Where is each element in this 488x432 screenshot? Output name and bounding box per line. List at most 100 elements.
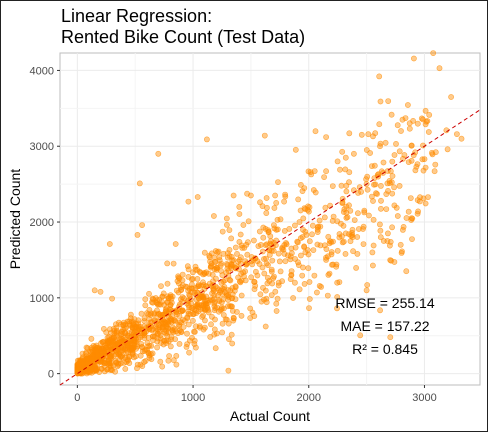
data-point (144, 339, 151, 346)
data-point (232, 296, 239, 303)
data-point (186, 337, 193, 344)
data-point (393, 140, 399, 147)
data-point (238, 292, 245, 299)
data-point (273, 300, 280, 307)
data-point (358, 188, 364, 195)
data-point (178, 296, 184, 303)
data-point (164, 280, 171, 287)
data-point (275, 179, 281, 185)
data-point (364, 186, 371, 193)
data-point (312, 128, 319, 135)
data-point (317, 242, 324, 249)
data-point (353, 264, 359, 271)
y-tick-label: 0 (48, 369, 54, 381)
data-point (292, 244, 299, 251)
data-point (184, 300, 190, 307)
data-point (237, 231, 244, 238)
data-point (224, 250, 231, 256)
data-point (88, 335, 95, 342)
data-point (261, 270, 268, 277)
data-point (419, 156, 426, 163)
data-point (127, 311, 134, 318)
data-point (146, 290, 152, 297)
data-point (120, 326, 126, 333)
data-point (271, 225, 278, 232)
data-point (157, 301, 164, 308)
data-point (423, 118, 430, 125)
data-point (210, 213, 217, 219)
data-point (273, 199, 280, 206)
data-point (106, 343, 113, 350)
data-point (377, 234, 384, 241)
data-point (225, 336, 232, 342)
x-axis-title: Actual Count (230, 408, 310, 424)
data-point (415, 208, 421, 215)
data-point (273, 308, 280, 314)
data-point (280, 246, 287, 253)
data-point (102, 344, 109, 351)
data-points (74, 50, 465, 377)
data-point (141, 323, 147, 330)
data-point (154, 344, 160, 351)
data-point (167, 293, 174, 300)
data-point (146, 352, 153, 359)
data-point (265, 227, 271, 233)
data-point (220, 250, 227, 257)
data-point (324, 292, 331, 299)
data-point (157, 335, 164, 342)
data-point (172, 241, 179, 247)
data-point (385, 98, 392, 104)
data-point (363, 147, 370, 153)
data-point (97, 288, 104, 295)
data-point (444, 146, 451, 153)
data-point (310, 187, 317, 193)
data-point (232, 244, 239, 251)
data-point (389, 190, 396, 197)
data-point (306, 204, 313, 211)
data-point (336, 279, 343, 285)
data-point (383, 191, 390, 197)
data-point (340, 238, 347, 245)
data-point (323, 254, 329, 261)
data-point (206, 254, 213, 261)
data-point (167, 343, 174, 350)
data-point (431, 168, 438, 175)
data-point (267, 233, 274, 240)
data-point (100, 338, 107, 345)
data-point (426, 112, 433, 118)
data-point (304, 247, 311, 253)
data-point (266, 277, 273, 284)
data-point (323, 134, 329, 140)
data-point (92, 348, 99, 355)
data-point (343, 188, 350, 195)
data-point (268, 292, 275, 298)
data-point (432, 161, 439, 168)
data-point (230, 257, 237, 263)
data-point (422, 107, 429, 114)
data-point (269, 257, 276, 264)
data-point (207, 263, 214, 270)
data-point (227, 277, 234, 284)
data-point (351, 217, 358, 223)
chart-title-line-1: Linear Regression: (61, 6, 213, 26)
data-point (232, 283, 239, 290)
data-point (260, 284, 266, 291)
data-point (135, 325, 142, 332)
data-point (334, 279, 341, 286)
data-point (288, 268, 295, 274)
data-point (300, 215, 307, 222)
data-point (388, 257, 394, 264)
data-point (124, 318, 131, 325)
data-point (201, 324, 208, 331)
data-point (391, 184, 397, 191)
data-point (397, 241, 404, 248)
data-point (212, 248, 219, 254)
data-point (416, 198, 423, 205)
data-point (236, 203, 243, 210)
data-point (137, 361, 144, 368)
data-point (365, 212, 372, 219)
data-point (287, 253, 294, 260)
data-point (225, 367, 232, 374)
data-point (383, 206, 390, 212)
data-point (194, 266, 201, 273)
